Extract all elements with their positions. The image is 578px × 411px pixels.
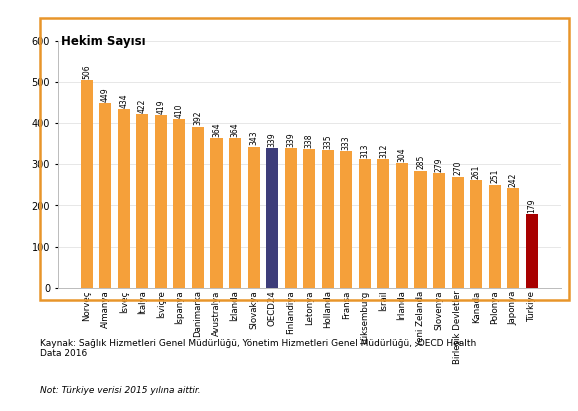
- Bar: [99, 103, 111, 288]
- Text: 338: 338: [305, 133, 314, 148]
- Bar: [284, 148, 297, 288]
- Bar: [470, 180, 482, 288]
- Bar: [247, 147, 260, 288]
- Bar: [192, 127, 204, 288]
- Bar: [488, 185, 501, 288]
- Text: 261: 261: [472, 165, 481, 179]
- Text: 339: 339: [286, 132, 295, 147]
- Text: 419: 419: [157, 100, 165, 114]
- Text: 364: 364: [212, 122, 221, 137]
- Bar: [81, 80, 92, 288]
- Text: 449: 449: [101, 87, 110, 102]
- Bar: [155, 115, 167, 288]
- Bar: [507, 188, 519, 288]
- Bar: [414, 171, 427, 288]
- Bar: [266, 148, 278, 288]
- Bar: [173, 119, 186, 288]
- Text: 179: 179: [527, 199, 536, 213]
- Bar: [303, 149, 315, 288]
- Text: 422: 422: [138, 99, 147, 113]
- Bar: [340, 151, 353, 288]
- Text: 410: 410: [175, 104, 184, 118]
- Text: 251: 251: [490, 169, 499, 183]
- Bar: [526, 214, 538, 288]
- Text: 335: 335: [323, 134, 332, 149]
- Text: Kaynak: Sağlık Hizmetleri Genel Müdürlüğü, Yönetim Hizmetleri Genel Müdürlüğü,  : Kaynak: Sağlık Hizmetleri Genel Müdürlüğ…: [40, 339, 477, 358]
- Bar: [451, 177, 464, 288]
- Bar: [377, 159, 390, 288]
- Bar: [322, 150, 334, 288]
- Bar: [229, 138, 241, 288]
- Text: 364: 364: [231, 122, 239, 137]
- Text: 333: 333: [342, 135, 351, 150]
- Text: 434: 434: [119, 93, 128, 108]
- Text: 339: 339: [268, 132, 277, 147]
- Bar: [210, 138, 223, 288]
- Bar: [118, 109, 130, 288]
- Bar: [396, 163, 408, 288]
- Text: Hekim Sayısı: Hekim Sayısı: [61, 35, 145, 48]
- Text: 270: 270: [453, 161, 462, 175]
- Text: 506: 506: [82, 64, 91, 79]
- Text: 313: 313: [360, 143, 369, 158]
- Text: 285: 285: [416, 155, 425, 169]
- Text: 343: 343: [249, 131, 258, 145]
- Text: 312: 312: [379, 144, 388, 158]
- Text: 392: 392: [194, 111, 202, 125]
- Text: 279: 279: [435, 157, 443, 172]
- Bar: [433, 173, 445, 288]
- Text: Not: Türkiye verisi 2015 yılına aittir.: Not: Türkiye verisi 2015 yılına aittir.: [40, 386, 201, 395]
- Text: 304: 304: [398, 147, 406, 162]
- Bar: [136, 114, 149, 288]
- Bar: [359, 159, 371, 288]
- Text: 242: 242: [509, 173, 518, 187]
